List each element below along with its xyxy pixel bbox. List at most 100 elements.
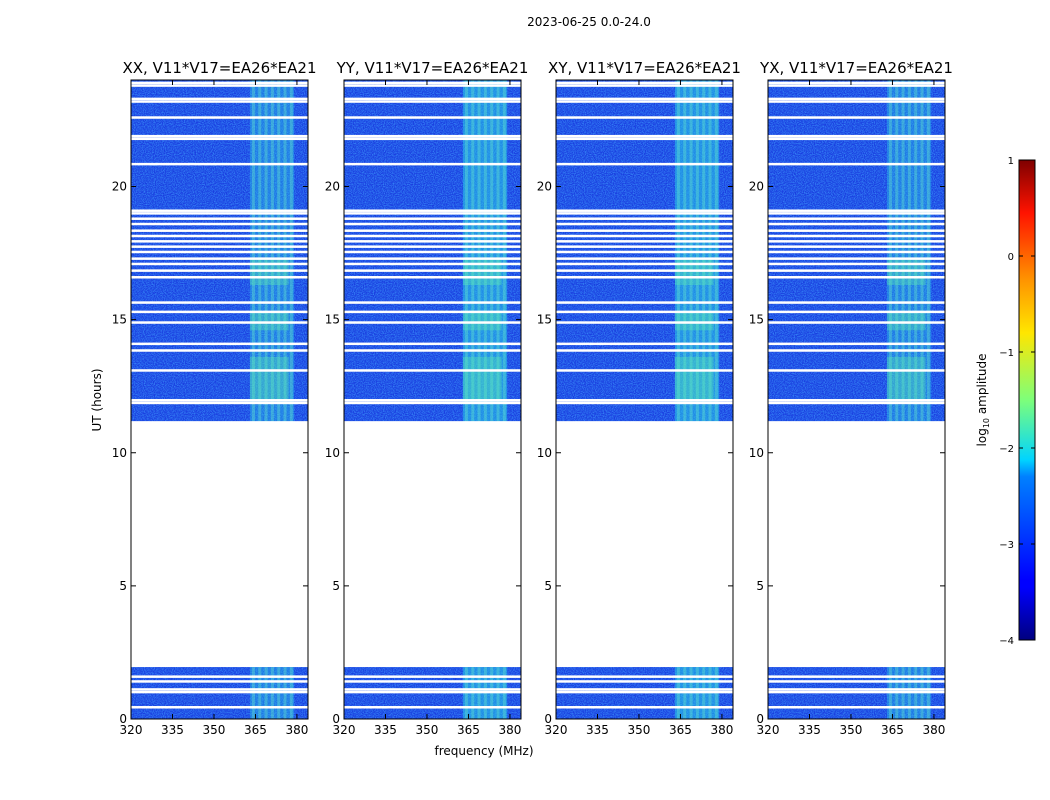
rfi-burst (886, 356, 926, 400)
y-tick-label: 20 (537, 180, 552, 194)
x-tick-label: 320 (757, 723, 780, 737)
x-tick-label: 335 (374, 723, 397, 737)
y-tick-label: 10 (749, 446, 764, 460)
y-tick-label: 15 (749, 313, 764, 327)
flag-line (768, 222, 945, 226)
flag-line (344, 134, 521, 138)
colorbar: log10 amplitude 1 0 −1 −2 −3 −4 (975, 156, 1036, 647)
flag-line (768, 209, 945, 212)
flag-line (556, 217, 733, 220)
panels-group: XX, V11*V17=EA26*EA21 320 335 350 365 380 0 5 10… (112, 59, 953, 737)
flag-line (344, 217, 521, 220)
y-tick-label: 20 (325, 180, 340, 194)
flag-line (344, 706, 521, 709)
y-axis-label: UT (hours) (90, 368, 104, 431)
panel-frame (767, 79, 946, 720)
flag-line (768, 301, 945, 304)
x-tick-label: 365 (669, 723, 692, 737)
x-tick-label: 335 (161, 723, 184, 737)
panel-yy: YY, V11*V17=EA26*EA21 320 335 350 365 380 0 5 10… (325, 59, 529, 737)
flag-line (344, 240, 521, 243)
flag-line (131, 688, 308, 691)
x-tick-label: 335 (798, 723, 821, 737)
flag-line (344, 675, 521, 678)
flag-line (344, 212, 521, 215)
y-tick-label: 10 (325, 446, 340, 460)
y-tick-label: 20 (112, 180, 127, 194)
x-tick-label: 365 (244, 723, 267, 737)
flag-line (131, 269, 308, 272)
panel-title: XX, V11*V17=EA26*EA21 (122, 59, 316, 77)
flag-line (131, 137, 308, 141)
flag-line (768, 212, 945, 215)
rfi-burst (249, 356, 289, 400)
flag-line (768, 245, 945, 248)
x-tick-label: 365 (457, 723, 480, 737)
colorbar-gradient (1018, 159, 1036, 641)
flag-line (768, 401, 945, 405)
y-tick-label: 5 (756, 579, 764, 593)
x-tick-label: 335 (586, 723, 609, 737)
flag-line (768, 342, 945, 346)
flag-line (344, 97, 521, 101)
flag-line (344, 276, 521, 279)
flag-line (768, 84, 945, 87)
flag-line (556, 688, 733, 691)
flag-line (556, 240, 733, 243)
panel-title: YX, V11*V17=EA26*EA21 (759, 59, 953, 77)
flag-line (131, 680, 308, 683)
x-tick-label: 350 (416, 723, 439, 737)
flag-line (556, 276, 733, 279)
flag-line (768, 137, 945, 141)
colorbar-tick-label: −3 (999, 540, 1014, 551)
flag-line (131, 84, 308, 87)
flag-line (131, 250, 308, 254)
flag-line (556, 262, 733, 266)
flag-line (344, 137, 521, 141)
flag-line (131, 229, 308, 232)
y-tick-label: 20 (749, 180, 764, 194)
flag-line (768, 81, 945, 85)
y-tick-label: 0 (332, 712, 340, 726)
colorbar-tick-label: −1 (999, 348, 1014, 359)
colorbar-tick-label: −4 (999, 636, 1014, 647)
flag-line (131, 401, 308, 405)
panel-title: XY, V11*V17=EA26*EA21 (548, 59, 741, 77)
flag-line (768, 217, 945, 220)
flag-line (344, 421, 521, 424)
flag-line (556, 349, 733, 352)
panel-frame (343, 79, 522, 720)
flag-line (344, 321, 521, 324)
x-tick-label: 380 (710, 723, 733, 737)
y-tick-label: 0 (119, 712, 127, 726)
rfi-burst (462, 311, 502, 331)
flag-line (768, 688, 945, 691)
flag-line (131, 675, 308, 678)
flag-line (131, 234, 308, 238)
flag-line (556, 229, 733, 232)
flag-line (344, 234, 521, 238)
flag-line (131, 217, 308, 220)
x-tick-label: 320 (333, 723, 356, 737)
flag-line (556, 97, 733, 101)
flag-line (131, 134, 308, 138)
panel-xx: XX, V11*V17=EA26*EA21 320 335 350 365 380 0 5 10… (112, 59, 317, 737)
flag-line (768, 229, 945, 232)
flag-line (556, 675, 733, 678)
x-tick-label: 320 (120, 723, 143, 737)
flag-line (131, 421, 308, 424)
flag-line (131, 240, 308, 243)
x-tick-label: 350 (628, 723, 651, 737)
flag-line (556, 162, 733, 166)
panel-title: YY, V11*V17=EA26*EA21 (336, 59, 529, 77)
flag-line (131, 116, 308, 119)
y-tick-label: 5 (332, 579, 340, 593)
colorbar-tick-label: 0 (1008, 252, 1014, 263)
y-tick-label: 15 (537, 313, 552, 327)
panel-frame (555, 79, 734, 720)
flag-line (556, 209, 733, 212)
flag-line (344, 401, 521, 405)
flag-line (344, 690, 521, 694)
flag-line (344, 301, 521, 304)
flag-line (344, 100, 521, 103)
